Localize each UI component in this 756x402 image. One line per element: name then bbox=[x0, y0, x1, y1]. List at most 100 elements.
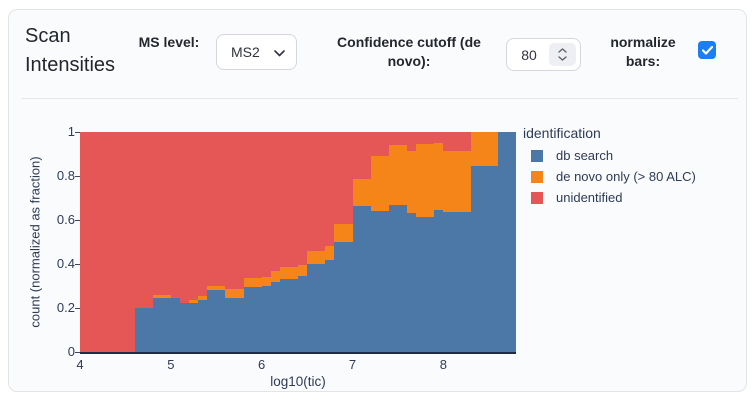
segment-unidentified bbox=[316, 132, 326, 251]
bar-x-8.4 bbox=[479, 132, 490, 352]
legend-swatch bbox=[531, 170, 543, 183]
segment-de-novo-only bbox=[288, 267, 299, 280]
segment-db-search bbox=[361, 205, 372, 352]
legend-item: db search bbox=[531, 148, 696, 163]
segment-db-search bbox=[152, 298, 163, 352]
segment-unidentified bbox=[361, 132, 372, 180]
segment-db-search bbox=[488, 166, 499, 352]
segment-de-novo-only bbox=[452, 150, 463, 213]
segment-de-novo-only bbox=[325, 246, 335, 260]
segment-unidentified bbox=[343, 132, 354, 225]
segment-unidentified bbox=[388, 132, 399, 146]
bar-x-6.2 bbox=[279, 132, 290, 352]
segment-de-novo-only bbox=[388, 145, 399, 205]
segment-de-novo-only bbox=[243, 278, 254, 288]
segment-db-search bbox=[252, 287, 263, 352]
segment-de-novo-only bbox=[416, 144, 426, 217]
bar-x-5.1 bbox=[179, 132, 190, 352]
y-tick-label: 0.4 bbox=[56, 256, 75, 271]
segment-unidentified bbox=[407, 132, 417, 151]
segment-unidentified bbox=[89, 132, 99, 352]
segment-db-search bbox=[325, 259, 335, 352]
normalize-bars-label: normalize bars: bbox=[610, 34, 676, 69]
panel-title: Scan Intensities bbox=[25, 25, 116, 76]
segment-de-novo-only bbox=[407, 150, 417, 214]
bar-x-5.8 bbox=[243, 132, 254, 352]
bar-x-5.7 bbox=[234, 132, 245, 352]
x-tick-label: 5 bbox=[167, 357, 175, 372]
segment-de-novo-only bbox=[270, 270, 281, 282]
segment-de-novo-only bbox=[425, 144, 435, 217]
bar-x-6.0 bbox=[261, 132, 272, 352]
bar-x-8.5 bbox=[488, 132, 499, 352]
bar-x-5.0 bbox=[170, 132, 181, 352]
confidence-cutoff-input[interactable] bbox=[507, 39, 551, 70]
chevron-down-icon bbox=[274, 50, 285, 57]
segment-db-search bbox=[170, 298, 181, 352]
bar-x-4.6 bbox=[134, 132, 145, 352]
normalize-bars-checkbox[interactable] bbox=[698, 41, 716, 59]
segment-unidentified bbox=[80, 132, 90, 352]
segment-unidentified bbox=[379, 132, 390, 157]
segment-unidentified bbox=[143, 132, 154, 308]
bar-x-4.4 bbox=[116, 132, 126, 352]
segment-de-novo-only bbox=[152, 295, 163, 299]
y-tick-label: 1 bbox=[67, 124, 75, 139]
ms-level-selected-value: MS2 bbox=[231, 44, 260, 60]
bar-x-4.0 bbox=[80, 132, 90, 352]
bar-x-6.1 bbox=[270, 132, 281, 352]
y-tick-mark bbox=[75, 308, 80, 309]
segment-unidentified bbox=[334, 132, 344, 225]
segment-unidentified bbox=[161, 132, 172, 296]
segment-de-novo-only bbox=[298, 265, 308, 277]
bar-x-4.9 bbox=[161, 132, 172, 352]
stepper-down-icon[interactable] bbox=[558, 56, 567, 61]
bar-x-7.2 bbox=[370, 132, 381, 352]
bar-x-4.1 bbox=[89, 132, 99, 352]
bar-x-8.2 bbox=[461, 132, 472, 352]
segment-unidentified bbox=[125, 132, 136, 352]
segment-unidentified bbox=[243, 132, 254, 279]
segment-de-novo-only bbox=[379, 156, 390, 212]
bar-x-6.7 bbox=[325, 132, 335, 352]
segment-de-novo-only bbox=[216, 286, 226, 291]
bar-x-6.3 bbox=[288, 132, 299, 352]
x-tick-label: 8 bbox=[439, 357, 447, 372]
x-tick-label: 4 bbox=[76, 357, 84, 372]
bar-x-6.4 bbox=[298, 132, 308, 352]
bar-x-8.7 bbox=[506, 132, 516, 352]
segment-db-search bbox=[407, 213, 417, 352]
y-tick-label: 0 bbox=[67, 344, 75, 359]
legend-swatch bbox=[531, 149, 543, 162]
segment-unidentified bbox=[307, 132, 317, 251]
segment-unidentified bbox=[170, 132, 181, 299]
segment-unidentified bbox=[352, 132, 363, 180]
confidence-cutoff-label: Confidence cutoff (de novo): bbox=[337, 34, 481, 69]
bar-x-7.1 bbox=[361, 132, 372, 352]
segment-unidentified bbox=[116, 132, 126, 352]
segment-unidentified bbox=[288, 132, 299, 268]
bar-x-5.5 bbox=[216, 132, 226, 352]
bar-x-5.2 bbox=[189, 132, 199, 352]
segment-de-novo-only bbox=[316, 250, 326, 264]
bar-x-4.3 bbox=[107, 132, 117, 352]
segment-db-search bbox=[270, 281, 281, 352]
stepper-up-icon[interactable] bbox=[558, 48, 567, 53]
segment-unidentified bbox=[234, 132, 245, 290]
x-axis-line bbox=[80, 352, 516, 354]
bar-x-4.2 bbox=[98, 132, 108, 352]
segment-db-search bbox=[334, 242, 344, 352]
bar-x-4.7 bbox=[143, 132, 154, 352]
segment-unidentified bbox=[152, 132, 163, 296]
bar-x-8.3 bbox=[470, 132, 481, 352]
y-tick-label: 0.8 bbox=[56, 168, 75, 183]
segment-unidentified bbox=[325, 132, 335, 247]
ms-level-select[interactable]: MS2 bbox=[216, 34, 297, 70]
bar-x-5.4 bbox=[207, 132, 217, 352]
segment-de-novo-only bbox=[343, 224, 354, 242]
segment-unidentified bbox=[443, 132, 453, 151]
segment-de-novo-only bbox=[443, 150, 453, 213]
y-tick-label: 0.6 bbox=[56, 212, 75, 227]
y-tick-mark bbox=[75, 176, 80, 177]
